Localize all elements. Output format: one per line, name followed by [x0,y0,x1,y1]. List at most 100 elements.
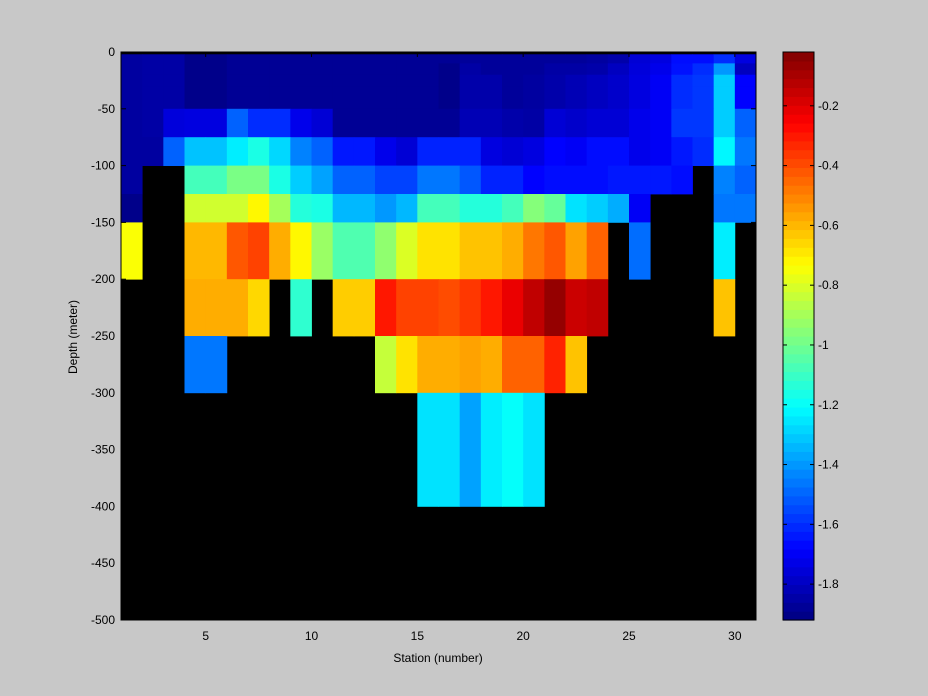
heatmap-cell [629,194,651,223]
heatmap-cell [163,108,185,138]
colorbar-band [783,69,814,80]
heatmap-cell [311,54,334,64]
heatmap-cell [629,137,651,166]
heatmap-cell [438,392,461,507]
heatmap-cell [142,63,164,76]
colorbar-band [783,114,814,124]
heatmap-cell [121,222,143,280]
colorbar-tick-label: -1.8 [818,577,839,591]
heatmap-cell [290,137,312,166]
colorbar-band [783,362,814,373]
colorbar-band [783,300,814,310]
heatmap-cell [523,74,545,87]
heatmap-cell [671,63,693,76]
heatmap-cell [205,165,228,195]
heatmap-cell [226,165,249,195]
heatmap-cell [459,336,482,394]
y-tick-label: -100 [91,159,115,173]
x-tick-label: 25 [622,629,636,643]
heatmap-cell [502,165,524,195]
colorbar-band [783,442,814,452]
heatmap-cell [290,194,312,223]
heatmap-cell [311,165,334,195]
heatmap-cell [226,54,249,64]
heatmap-cell [480,54,503,64]
colorbar-band [783,415,814,426]
heatmap-cell [332,54,355,64]
heatmap-cell [629,108,651,138]
heatmap-cell [459,108,482,138]
heatmap-cell [290,108,312,138]
heatmap-cell [396,86,418,110]
heatmap-cell [607,74,630,87]
heatmap-cell [184,86,207,110]
colorbar-band [783,380,814,390]
heatmap-cell [290,165,312,195]
heatmap-cell [205,137,228,166]
heatmap-cell [650,86,672,110]
heatmap-cell [565,165,588,195]
colorbar-tick-label: -0.4 [818,159,839,173]
heatmap-cell [544,222,566,280]
heatmap-cell [375,54,397,64]
heatmap-cell [248,222,270,280]
heatmap-cell [248,54,270,64]
heatmap-cell [586,108,609,138]
heatmap-cell [417,86,439,110]
heatmap-cell [375,86,397,110]
colorbar-band [783,194,814,204]
heatmap-cell [226,279,249,337]
heatmap-cell [523,54,545,64]
colorbar-band [783,282,814,293]
heatmap-cell [205,336,228,394]
heatmap-cell [438,222,461,280]
heatmap-cell [121,194,143,223]
heatmap-cell [586,165,609,195]
heatmap-cell [375,222,397,280]
heatmap-cell [311,74,334,87]
heatmap-cell [502,137,524,166]
heatmap-cell [184,222,207,280]
heatmap-cell [544,336,566,394]
heatmap-cell [734,86,757,110]
heatmap-cell [586,86,609,110]
heatmap-cell [142,137,164,166]
heatmap-cell [713,279,736,337]
heatmap-cell [480,392,503,507]
heatmap-cell [734,74,757,87]
heatmap-cell [226,63,249,76]
colorbar-band [783,185,814,195]
heatmap-cell [226,74,249,87]
y-axis: 0 -50 -100 -150 -200 -250 -300 -350 -400 -450 -500 [91,45,756,627]
heatmap-cell [713,194,736,223]
heatmap-cell [248,279,270,337]
heatmap-cell [290,222,312,280]
heatmap-cell [565,54,588,64]
heatmap-cell [269,194,291,223]
heatmap-cell [692,63,715,76]
colorbar-band [783,513,814,523]
heatmap-cell [692,137,715,166]
colorbar-band [783,105,814,115]
heatmap-cell [734,165,757,195]
y-tick-label: -400 [91,499,115,513]
heatmap-cell [311,108,334,138]
heatmap-cell [523,222,545,280]
colorbar-band [783,593,814,603]
heatmap-cell [311,222,334,280]
heatmap-cell [248,86,270,110]
heatmap-cell [205,222,228,280]
heatmap-cell [121,63,143,76]
colorbar-band [783,424,814,435]
heatmap-cell [396,194,418,223]
colorbar-band [783,540,814,550]
heatmap-cell [650,108,672,138]
heatmap-cell [205,74,228,87]
colorbar-band [783,611,814,621]
y-tick-label: -150 [91,215,115,229]
colorbar-band [783,407,814,417]
colorbar-band [783,557,814,568]
heatmap-cell [544,108,566,138]
heatmap-cell [121,54,143,64]
heatmap-cell [396,74,418,87]
